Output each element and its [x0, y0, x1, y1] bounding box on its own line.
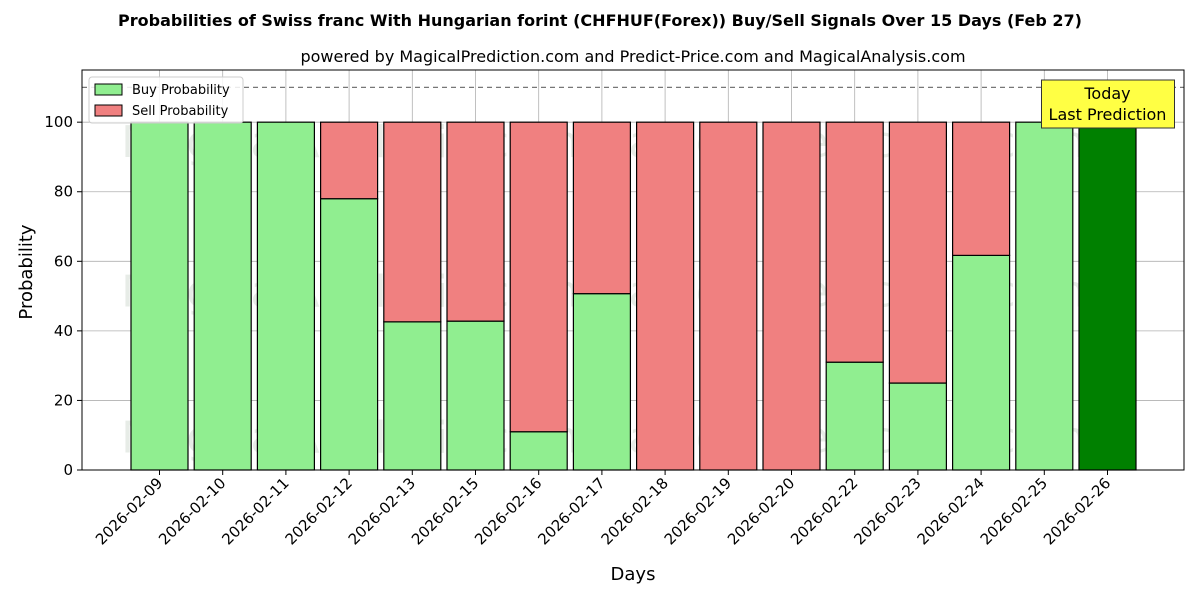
annotation-line-1: Today: [1083, 84, 1130, 103]
x-tick-label: 2026-02-11: [218, 474, 292, 548]
y-tick-label: 0: [63, 461, 73, 479]
x-tick-label: 2026-02-17: [534, 474, 608, 548]
x-tick-label: 2026-02-12: [282, 474, 356, 548]
x-tick-label: 2026-02-13: [345, 474, 419, 548]
legend-label: Sell Probability: [132, 104, 229, 119]
sell-bar: [888, 121, 948, 384]
x-tick-label: 2026-02-23: [850, 474, 924, 548]
y-tick-label: 80: [54, 183, 73, 201]
sell-bar: [699, 121, 758, 471]
x-tick-label: 2026-02-10: [155, 474, 229, 548]
buy-bar: [888, 382, 948, 471]
buy-bar: [256, 121, 315, 471]
x-tick-label: 2026-02-19: [661, 474, 735, 548]
chart-subtitle: powered by MagicalPrediction.com and Pre…: [300, 47, 965, 66]
sell-bar: [762, 121, 821, 471]
sell-bar: [635, 121, 695, 471]
sell-bar: [446, 121, 505, 322]
plot-area: MagicalAnalysis.comMagicalPrediction.com…: [44, 69, 1185, 548]
legend: Buy Probability Sell Probability: [88, 76, 244, 124]
y-tick-label: 60: [54, 252, 73, 270]
plot-frame: [81, 69, 1185, 471]
y-tick-label: 100: [44, 113, 73, 131]
x-tick-label: 2026-02-22: [787, 474, 861, 548]
y-tick-label: 20: [54, 391, 73, 409]
x-tick-label: 2026-02-25: [977, 474, 1051, 548]
legend-box: [88, 76, 244, 124]
sell-bar: [383, 121, 442, 323]
sell-bar: [320, 121, 379, 200]
x-tick-label: 2026-02-16: [471, 474, 545, 548]
buy-bar: [951, 254, 1011, 471]
annotation-box: [1041, 79, 1175, 129]
chart-title: Probabilities of Swiss franc With Hungar…: [118, 11, 1082, 30]
buy-bar: [320, 198, 379, 471]
buy-bar: [130, 121, 189, 471]
buy-bar: [383, 321, 442, 471]
x-tick-label: 2026-02-20: [724, 474, 798, 548]
sell-bar: [951, 121, 1011, 256]
x-tick-label: 2026-02-26: [1040, 474, 1114, 548]
legend-swatch: [94, 104, 123, 117]
x-tick-label: 2026-02-15: [408, 474, 482, 548]
sell-bar: [509, 121, 568, 433]
x-tick-label: 2026-02-09: [92, 474, 166, 548]
buy-bar: [509, 431, 568, 471]
annotation-line-2: Last Prediction: [1049, 105, 1167, 124]
legend-label: Buy Probability: [132, 83, 230, 98]
buy-bar: [446, 320, 505, 471]
legend-swatch: [94, 83, 123, 96]
buy-bar: [572, 293, 632, 471]
x-tick-label: 2026-02-18: [598, 474, 672, 548]
x-tick-label: 2026-02-24: [914, 474, 988, 548]
today-annotation: Today Last Prediction: [1041, 79, 1175, 129]
x-axis-label: Days: [611, 564, 656, 585]
y-tick-label: 40: [54, 322, 73, 340]
y-axis-label: Probability: [16, 224, 37, 319]
buy-bar: [1078, 121, 1137, 471]
buy-bar: [193, 121, 252, 471]
sell-bar: [572, 121, 632, 295]
sell-bar: [825, 121, 884, 363]
buy-bar: [825, 361, 884, 471]
buy-bar: [1015, 121, 1074, 471]
